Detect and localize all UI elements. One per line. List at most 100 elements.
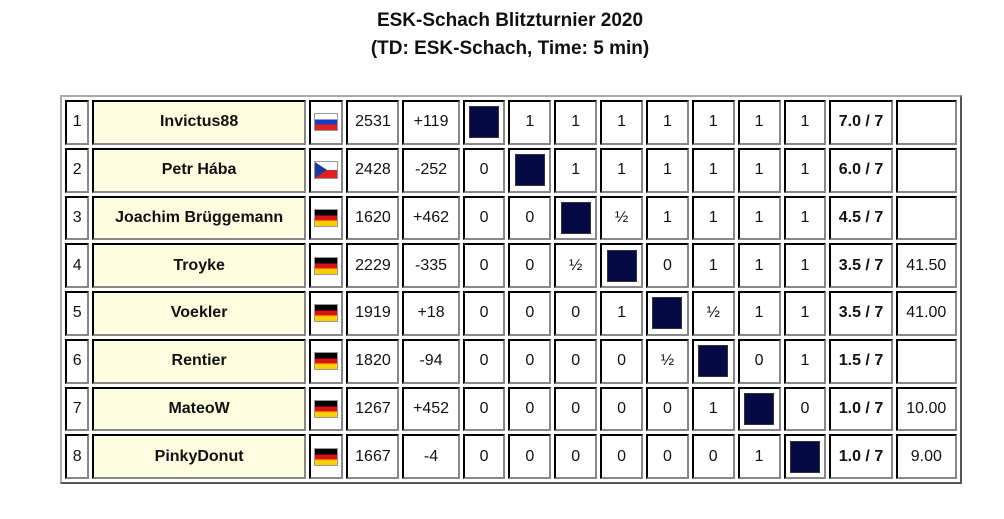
score-cell: 7.0 / 7 (829, 100, 893, 145)
self-cell (600, 243, 643, 288)
result-cell: ½ (554, 243, 598, 288)
result-cell: ½ (691, 291, 735, 336)
rank-cell: 7 (65, 386, 90, 432)
rating-cell: 1667 (346, 434, 400, 479)
tiebreak-cell (895, 338, 957, 384)
self-cell (508, 147, 552, 193)
result-cell: 0 (508, 338, 552, 384)
result-cell: 0 (600, 434, 643, 479)
rating-change-cell: +119 (402, 100, 460, 145)
result-cell: 1 (691, 243, 735, 288)
result-cell: 0 (645, 243, 689, 288)
score-cell: 3.5 / 7 (829, 291, 893, 336)
rating-cell: 2428 (346, 147, 400, 193)
result-cell: 1 (737, 195, 781, 241)
result-cell: 1 (783, 243, 827, 288)
rating-change-cell: -94 (402, 338, 460, 384)
rating-cell: 2229 (346, 243, 400, 288)
result-cell: 1 (783, 147, 827, 193)
score-cell: 1.0 / 7 (829, 386, 893, 432)
result-cell: 0 (600, 386, 643, 432)
result-cell: ½ (645, 338, 689, 384)
tiebreak-cell (895, 195, 957, 241)
result-cell: 1 (783, 338, 827, 384)
tiebreak-cell: 10.00 (895, 386, 957, 432)
score-cell: 1.0 / 7 (829, 434, 893, 479)
crosstable: 1 Invictus88 2531 +119 1 1 1 1 1 1 1 7.0 / 7 2 Petr H… (60, 95, 962, 484)
player-name: MateoW (92, 386, 306, 432)
self-cell (783, 434, 827, 479)
score-cell: 3.5 / 7 (829, 243, 893, 288)
result-cell: 0 (691, 434, 735, 479)
flag-cell (308, 434, 344, 479)
result-cell: 0 (554, 434, 598, 479)
result-cell: 1 (554, 147, 598, 193)
self-block (469, 106, 500, 139)
self-cell (691, 338, 735, 384)
player-name: Rentier (92, 338, 306, 384)
rating-change-cell: +452 (402, 386, 460, 432)
rank-cell: 2 (65, 147, 90, 193)
table-row: 7 MateoW 1267 +452 0 0 0 0 0 1 0 1.0 / 7 10.00 (65, 386, 957, 432)
player-name: Invictus88 (92, 100, 306, 145)
result-cell: 1 (783, 100, 827, 145)
result-cell: 0 (508, 291, 552, 336)
result-cell: 1 (645, 195, 689, 241)
tiebreak-cell: 41.50 (895, 243, 957, 288)
result-cell: 0 (508, 434, 552, 479)
result-cell: 1 (737, 100, 781, 145)
table-row: 1 Invictus88 2531 +119 1 1 1 1 1 1 1 7.0 / 7 (65, 100, 957, 145)
self-cell (645, 291, 689, 336)
table-row: 6 Rentier 1820 -94 0 0 0 0 ½ 0 1 1.5 / 7 (65, 338, 957, 384)
result-cell: 1 (691, 100, 735, 145)
germany-flag-icon (314, 352, 339, 370)
flag-cell (308, 291, 344, 336)
rating-cell: 2531 (346, 100, 400, 145)
flag-cell (308, 386, 344, 432)
germany-flag-icon (314, 399, 339, 418)
score-cell: 1.5 / 7 (829, 338, 893, 384)
flag-cell (308, 338, 344, 384)
germany-flag-icon (314, 304, 339, 323)
result-cell: 0 (508, 243, 552, 288)
rating-cell: 1267 (346, 386, 400, 432)
result-cell: 0 (554, 291, 598, 336)
self-block (606, 249, 637, 282)
rank-cell: 6 (65, 338, 90, 384)
player-name: PinkyDonut (92, 434, 306, 479)
result-cell: 0 (462, 147, 506, 193)
result-cell: ½ (600, 195, 643, 241)
russia-flag-icon (314, 113, 339, 132)
result-cell: 0 (737, 338, 781, 384)
result-cell: 1 (508, 100, 552, 145)
self-block (744, 392, 775, 425)
rating-cell: 1919 (346, 291, 400, 336)
germany-flag-icon (314, 447, 339, 466)
table-row: 3 Joachim Brüggemann 1620 +462 0 0 ½ 1 1 1 1 4.5 / … (65, 195, 957, 241)
result-cell: 0 (554, 386, 598, 432)
table-row: 4 Troyke 2229 -335 0 0 ½ 0 1 1 1 3.5 / 7 41.50 (65, 243, 957, 288)
player-name: Troyke (92, 243, 306, 288)
flag-cell (308, 243, 344, 288)
flag-cell (308, 147, 344, 193)
tiebreak-cell (895, 100, 957, 145)
germany-flag-icon (314, 208, 339, 227)
rating-change-cell: -252 (402, 147, 460, 193)
player-name: Voekler (92, 291, 306, 336)
rating-cell: 1620 (346, 195, 400, 241)
self-cell (554, 195, 598, 241)
result-cell: 1 (691, 386, 735, 432)
result-cell: 1 (600, 147, 643, 193)
result-cell: 1 (645, 100, 689, 145)
result-cell: 0 (462, 195, 506, 241)
result-cell: 0 (600, 338, 643, 384)
result-cell: 0 (508, 386, 552, 432)
tiebreak-cell: 41.00 (895, 291, 957, 336)
player-name: Joachim Brüggemann (92, 195, 306, 241)
result-cell: 0 (508, 195, 552, 241)
rating-change-cell: +462 (402, 195, 460, 241)
result-cell: 1 (737, 434, 781, 479)
self-cell (462, 100, 506, 145)
self-block (560, 201, 591, 234)
table-row: 2 Petr Hába 2428 -252 0 1 1 1 1 1 1 6.0 / 7 (65, 147, 957, 193)
